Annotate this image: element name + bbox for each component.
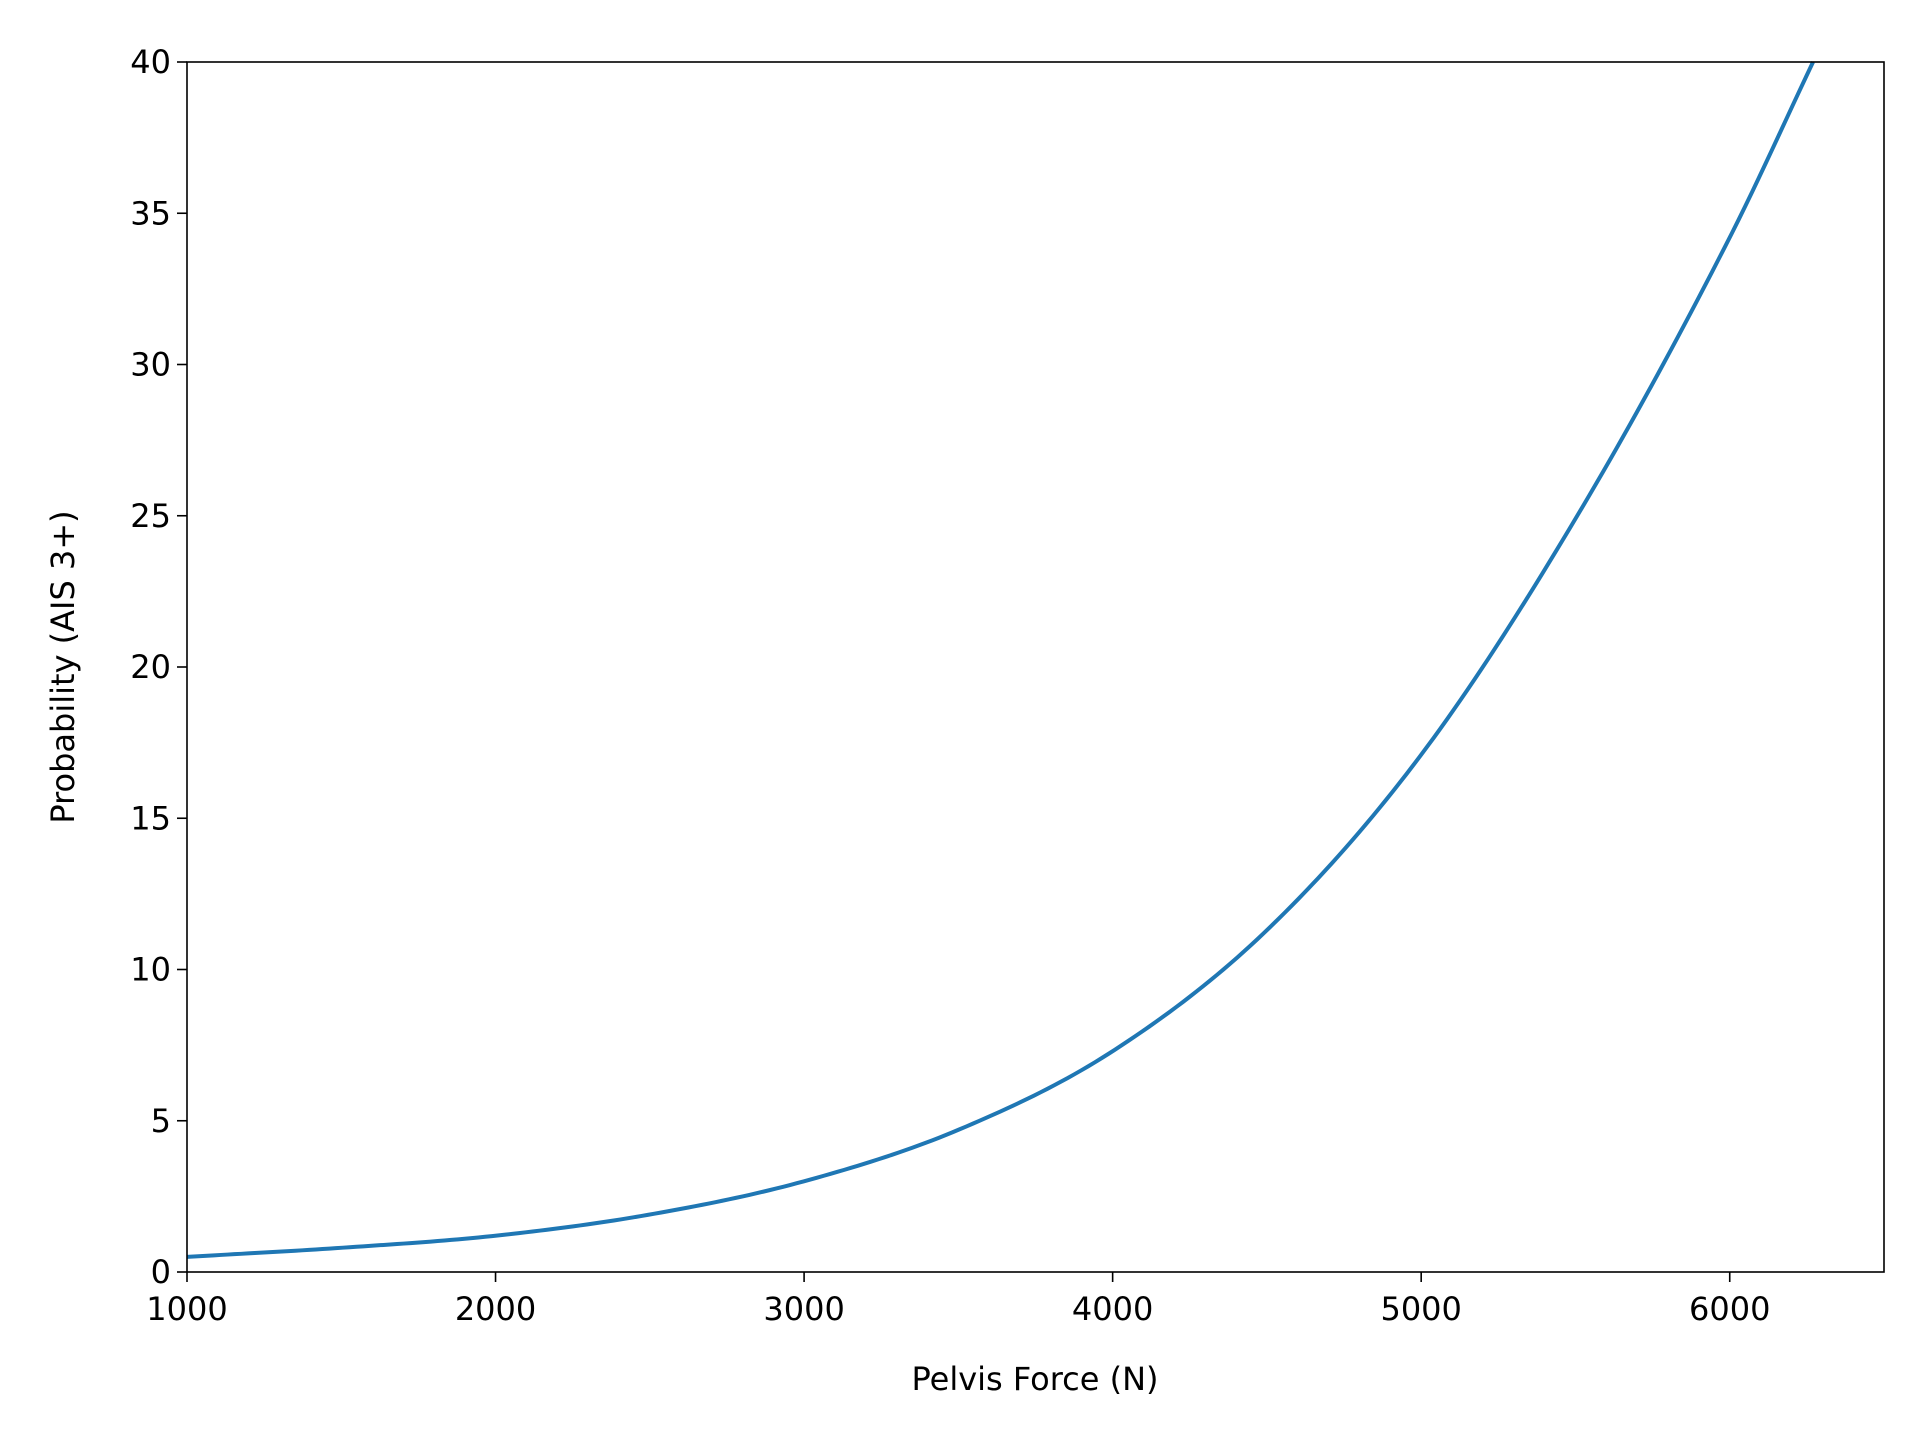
plot-frame: [186, 61, 1885, 1273]
y-tick-label: 20: [130, 648, 171, 686]
x-tick-label: 4000: [1072, 1290, 1153, 1328]
y-tick-label: 15: [130, 799, 171, 837]
x-axis-label: Pelvis Force (N): [911, 1360, 1158, 1398]
series-line: [186, 61, 1815, 1259]
x-tick-label: 3000: [763, 1290, 844, 1328]
y-tick-label: 0: [151, 1253, 171, 1291]
y-tick-label: 35: [130, 194, 171, 232]
plot-background: [187, 62, 1884, 1272]
x-tick-label: 5000: [1380, 1290, 1461, 1328]
y-tick-label: 5: [151, 1102, 171, 1140]
y-tick-label: 30: [130, 346, 171, 384]
series-layer: [186, 61, 1815, 1259]
y-tick-label: 40: [130, 43, 171, 81]
y-tick-label: 10: [130, 951, 171, 989]
y-tick-label: 25: [130, 497, 171, 535]
y-axis-label: Probability (AIS 3+): [44, 510, 82, 823]
x-tick-label: 1000: [146, 1290, 227, 1328]
x-axis-ticks: 1000 2000 3000 4000 5000 6000: [146, 1272, 1770, 1328]
x-tick-label: 6000: [1689, 1290, 1770, 1328]
y-axis-ticks: 0 5 10 15 20 25 30 35 40: [130, 43, 187, 1291]
x-tick-label: 2000: [455, 1290, 536, 1328]
